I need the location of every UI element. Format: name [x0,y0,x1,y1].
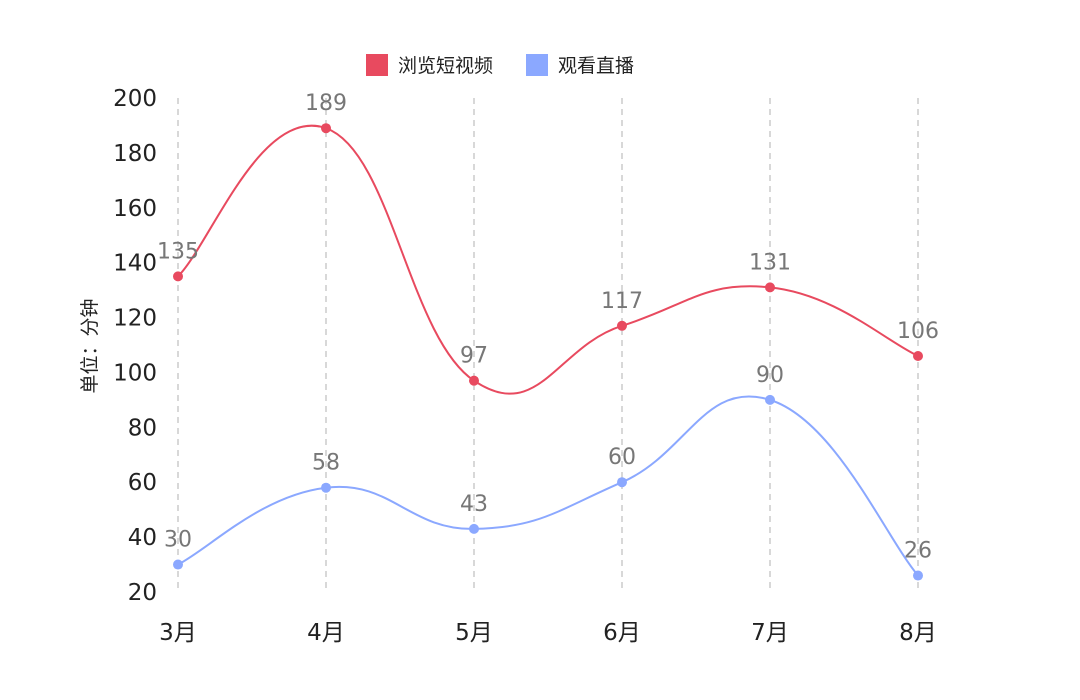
data-point-series-2-4 [617,477,627,488]
y-tick-label-180: 180 [113,141,157,167]
data-point-series-1-4 [617,320,627,331]
data-point-series-1-2 [321,123,331,134]
x-tick-label-4: 6月 [603,620,641,646]
series-line-2 [177,395,919,577]
legend-label-1: 浏览短视频 [398,55,493,77]
data-point-series-2-3 [469,523,479,534]
legend-item-1: 浏览短视频 [366,54,493,77]
legend-swatch-1 [366,54,388,76]
data-point-series-1-3 [469,375,479,386]
data-point-series-2-6 [913,570,923,581]
axes: 20 40 60 80 100 120 140 160 180 200 3月 4月 5月 6月 7月 8月 单位… [79,86,937,646]
y-tick-label-60: 60 [128,470,157,496]
x-tick-label-6: 8月 [899,620,937,646]
series-lines [177,124,919,577]
legend-item-2: 观看直播 [526,54,634,77]
data-label-series-2-3: 43 [460,492,488,517]
y-axis-label: 单位：分钟 [79,298,101,393]
x-tick-label-2: 4月 [307,620,345,646]
series-line-1 [177,124,919,395]
data-labels: 135 189 97 117 131 106 30 58 43 60 90 26 [157,91,939,563]
y-tick-label-120: 120 [113,306,157,332]
y-tick-label-80: 80 [128,415,157,441]
x-tick-label-5: 7月 [751,620,789,646]
data-label-series-2-2: 58 [312,451,340,476]
data-points [173,123,923,581]
data-point-series-1-5 [765,282,775,293]
data-point-series-1-1 [173,271,183,282]
data-label-series-1-3: 97 [460,344,488,369]
data-label-series-2-4: 60 [608,445,636,470]
data-label-series-2-5: 90 [756,363,784,388]
legend-label-2: 观看直播 [558,55,634,77]
x-tick-label-3: 5月 [455,620,493,646]
y-tick-label-40: 40 [128,525,157,551]
data-point-series-2-5 [765,394,775,405]
grid-lines [177,98,919,592]
data-label-series-1-4: 117 [601,289,643,314]
data-label-series-1-1: 135 [157,239,199,264]
y-tick-label-20: 20 [128,580,157,606]
legend-swatch-2 [526,54,548,76]
data-label-series-1-5: 131 [749,250,791,275]
data-label-series-2-1: 30 [164,528,192,553]
data-label-series-1-2: 189 [305,91,347,116]
data-point-series-2-1 [173,559,183,570]
y-tick-label-200: 200 [113,86,157,112]
data-point-series-2-2 [321,482,331,493]
y-tick-label-140: 140 [113,251,157,277]
data-label-series-2-6: 26 [904,539,932,564]
legend: 浏览短视频 观看直播 [366,54,634,77]
data-label-series-1-6: 106 [897,319,939,344]
x-tick-label-1: 3月 [159,620,197,646]
data-point-series-1-6 [913,350,923,361]
y-tick-label-100: 100 [113,360,157,386]
y-tick-label-160: 160 [113,196,157,222]
